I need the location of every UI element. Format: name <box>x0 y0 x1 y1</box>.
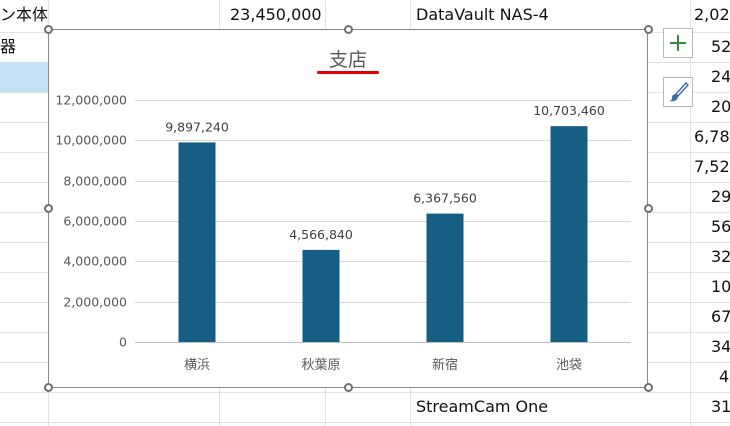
cell-c1[interactable]: 23,450,000 <box>230 5 322 24</box>
y-tick-label: 0 <box>119 335 127 350</box>
cell-f-14[interactable]: 31 <box>711 397 730 416</box>
cell-f-10[interactable]: 10 <box>711 277 730 296</box>
cell-f-3[interactable]: 24 <box>711 67 730 86</box>
resize-handle-bottom-left[interactable] <box>44 383 53 392</box>
resize-handle-bottom-right[interactable] <box>644 383 653 392</box>
bar[interactable] <box>426 213 464 342</box>
x-category-label: 横浜 <box>184 358 210 373</box>
chart-title[interactable]: 支店 <box>328 49 367 71</box>
y-tick-label: 12,000,000 <box>55 93 127 108</box>
x-category-label: 秋葉原 <box>301 358 340 373</box>
resize-handle-top-left[interactable] <box>44 25 53 34</box>
x-category-label: 池袋 <box>556 358 582 373</box>
y-tick-label: 8,000,000 <box>63 174 127 189</box>
x-category-label: 新宿 <box>432 357 458 373</box>
cell-f-7[interactable]: 29 <box>711 187 730 206</box>
plot-area[interactable]: 0 2,000,000 4,000,000 6,000,000 8,000,000 10,… <box>49 30 647 387</box>
resize-handle-middle-right[interactable] <box>644 204 653 213</box>
cell-f-6[interactable]: 7,52 <box>694 157 730 176</box>
bar[interactable] <box>178 142 216 342</box>
cell-a1[interactable]: ン本体 <box>0 5 49 24</box>
data-label: 10,703,460 <box>533 103 605 118</box>
data-label: 6,367,560 <box>413 191 477 206</box>
y-tick-label: 10,000,000 <box>55 133 127 148</box>
y-tick-label: 4,000,000 <box>63 254 127 269</box>
paintbrush-icon <box>669 81 689 102</box>
resize-handle-bottom-center[interactable] <box>344 383 353 392</box>
bar[interactable] <box>550 126 588 343</box>
resize-handle-middle-left[interactable] <box>44 204 53 213</box>
cell-f-11[interactable]: 67 <box>711 307 730 326</box>
chart-area[interactable]: 支店 0 2,000,000 4,000,000 6,000,000 8,000,000… <box>48 29 648 388</box>
data-label: 4,566,840 <box>289 227 353 242</box>
cell-f-5[interactable]: 6,78 <box>694 127 730 146</box>
bar[interactable] <box>302 249 340 342</box>
plus-icon <box>670 35 686 51</box>
chart-elements-button[interactable] <box>663 28 693 58</box>
chart-styles-button[interactable] <box>663 77 693 107</box>
cell-e-last[interactable]: StreamCam One <box>416 397 549 416</box>
cell-f-4[interactable]: 20 <box>711 97 730 116</box>
data-label: 9,897,240 <box>165 119 229 134</box>
cell-f-12[interactable]: 34 <box>711 337 730 356</box>
y-tick-label: 2,000,000 <box>63 295 127 310</box>
cell-f-9[interactable]: 32 <box>711 247 730 266</box>
y-tick-label: 6,000,000 <box>63 214 127 229</box>
resize-handle-top-center[interactable] <box>344 25 353 34</box>
cell-e1[interactable]: DataVault NAS-4 <box>416 5 549 24</box>
resize-handle-top-right[interactable] <box>644 25 653 34</box>
cell-f-13[interactable]: 4 <box>719 367 730 386</box>
cell-f-1[interactable]: 2,02 <box>694 5 730 24</box>
cell-f-2[interactable]: 52 <box>711 37 730 56</box>
cell-a2[interactable]: 器 <box>0 37 17 56</box>
selected-cell[interactable] <box>0 62 48 92</box>
title-spellcheck-underline <box>317 71 379 74</box>
cell-f-8[interactable]: 56 <box>711 217 730 236</box>
